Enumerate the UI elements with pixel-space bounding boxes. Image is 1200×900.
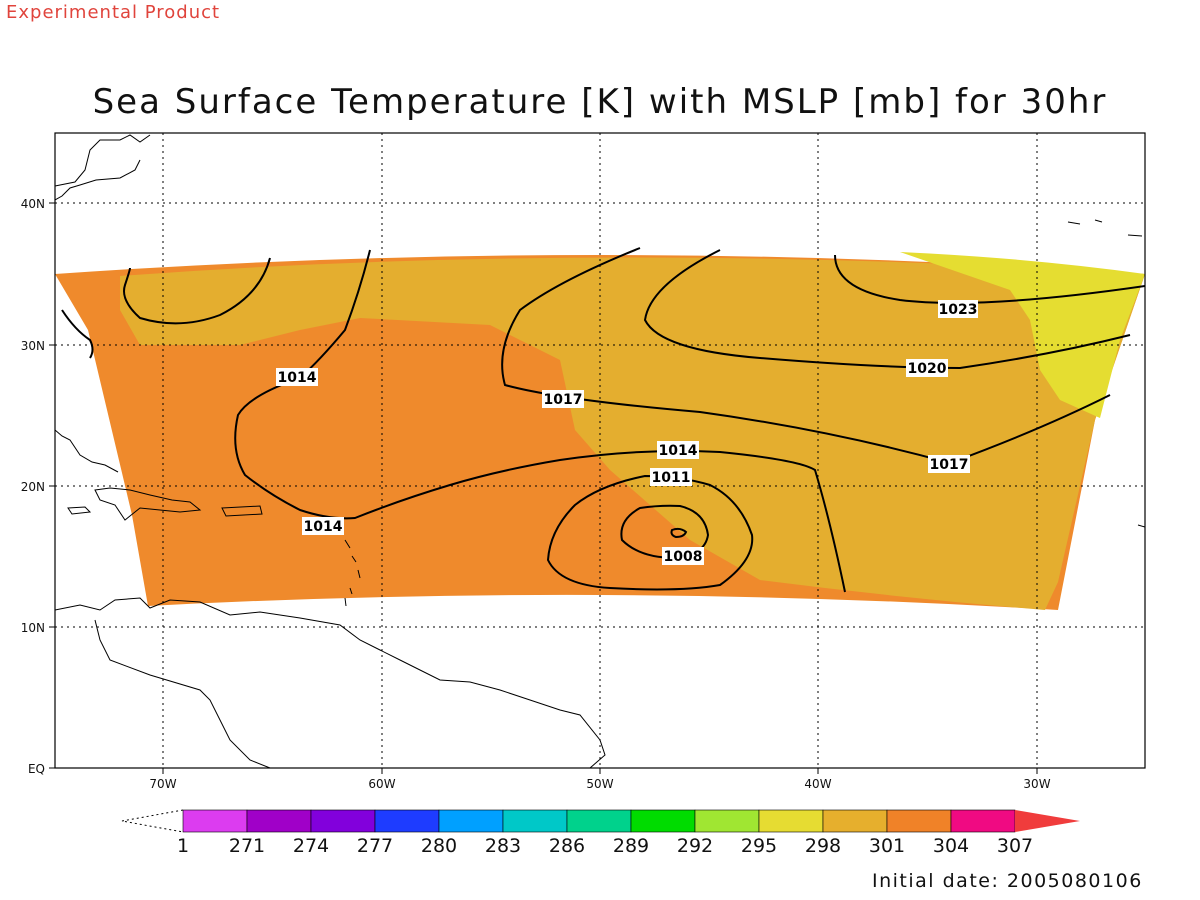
colorbar-label: 295 [741, 835, 777, 857]
contour-label-text: 1014 [278, 370, 317, 386]
contour-1020-north [643, 249, 1131, 370]
colorbar-label: 283 [485, 835, 521, 857]
colorbar-label: 289 [613, 835, 649, 857]
colorbar-label: 301 [869, 835, 905, 857]
colorbar: 1 271 274 277 280 283 286 289 292 295 298 301 304 307 [121, 809, 1080, 857]
map-title: Sea Surface Temperature [K] with MSLP [m… [92, 82, 1108, 122]
lon-label-60w: 60W [368, 777, 395, 791]
colorbar-swatch [310, 809, 376, 833]
contour-labels: 1023 1020 1017 1014 1011 1008 [276, 300, 978, 565]
colorbar-swatch [246, 809, 312, 833]
coastline-east-atlantic-islets [1067, 219, 1145, 528]
coastlines [55, 134, 1145, 768]
coastline-south-america [55, 597, 606, 768]
coastline-puerto-rico [221, 505, 263, 517]
colorbar-label: 298 [805, 835, 841, 857]
colorbar-label: 286 [549, 835, 585, 857]
coastline-lesser-antilles [344, 539, 361, 607]
contour-label-text: 1020 [908, 361, 947, 377]
colorbar-label: 1 [177, 835, 189, 857]
lat-label-40n: 40N [21, 197, 45, 211]
contour-1005-center [670, 527, 688, 539]
lat-label-20n: 20N [21, 480, 45, 494]
lat-label-10n: 10N [21, 621, 45, 635]
colorbar-swatch [438, 809, 504, 833]
colorbar-label: 292 [677, 835, 713, 857]
lat-label-30n: 30N [21, 339, 45, 353]
colorbar-swatch [950, 809, 1016, 833]
contour-1017-mid [501, 247, 1111, 465]
colorbar-label: 274 [293, 835, 329, 857]
contour-label-text: 1011 [652, 470, 691, 486]
contour-label-text: 1017 [930, 457, 969, 473]
contour-label-text: 1008 [664, 549, 703, 565]
contour-label-text: 1017 [544, 392, 583, 408]
contour-label: 1008 [662, 547, 704, 565]
lon-label-70w: 70W [149, 777, 176, 791]
sst-field-gold [120, 257, 1145, 610]
contour-label: 1014 [657, 441, 699, 459]
map-plot-area: 1023 1020 1017 1014 1011 1008 [55, 133, 1145, 768]
colorbar-label: 307 [997, 835, 1033, 857]
contour-label: 1011 [650, 468, 692, 486]
colorbar-swatch [374, 809, 440, 833]
contour-1023 [834, 254, 1145, 304]
colorbar-swatch [886, 809, 952, 833]
contour-1014-north-loop [123, 257, 271, 325]
colorbar-swatch [758, 809, 824, 833]
experimental-product-label: Experimental Product [6, 2, 221, 23]
contour-label: 1020 [906, 359, 948, 377]
lon-label-30w: 30W [1023, 777, 1050, 791]
contour-label: 1014 [302, 517, 344, 535]
contour-label-text: 1014 [304, 519, 343, 535]
colorbar-swatch [566, 809, 632, 833]
coastline-jamaica [67, 506, 92, 515]
lon-label-40w: 40W [804, 777, 831, 791]
axis-ticks [49, 202, 1038, 774]
contour-1014-west [61, 309, 94, 359]
lon-axis-labels: 70W 60W 50W 40W 30W [149, 777, 1050, 791]
contour-1011 [546, 474, 754, 591]
coastline-hispaniola [94, 487, 202, 521]
contour-label: 1017 [542, 390, 584, 408]
lat-label-eq: EQ [28, 762, 45, 776]
colorbar-swatch [822, 809, 888, 833]
contour-label-text: 1014 [659, 443, 698, 459]
colorbar-swatch [630, 809, 696, 833]
colorbar-swatch [502, 809, 568, 833]
mslp-contours [61, 247, 1145, 593]
colorbar-label: 277 [357, 835, 393, 857]
contour-label: 1023 [938, 300, 978, 318]
colorbar-label: 304 [933, 835, 969, 857]
contour-label-text: 1023 [939, 302, 978, 318]
coastline-north-america [55, 134, 151, 201]
initial-date: Initial date: 2005080106 [872, 870, 1143, 892]
lat-axis-labels: EQ 10N 20N 30N 40N [21, 197, 45, 776]
contour-label: 1014 [276, 368, 318, 386]
contour-label: 1017 [928, 455, 970, 473]
graticule [55, 133, 1145, 768]
coastline-cuba [55, 429, 119, 473]
colorbar-swatch [694, 809, 760, 833]
colorbar-left-arrow [121, 809, 184, 833]
colorbar-label: 280 [421, 835, 457, 857]
colorbar-right-arrow [1015, 810, 1080, 832]
colorbar-swatch [182, 809, 248, 833]
lon-label-50w: 50W [586, 777, 613, 791]
colorbar-label: 271 [229, 835, 265, 857]
